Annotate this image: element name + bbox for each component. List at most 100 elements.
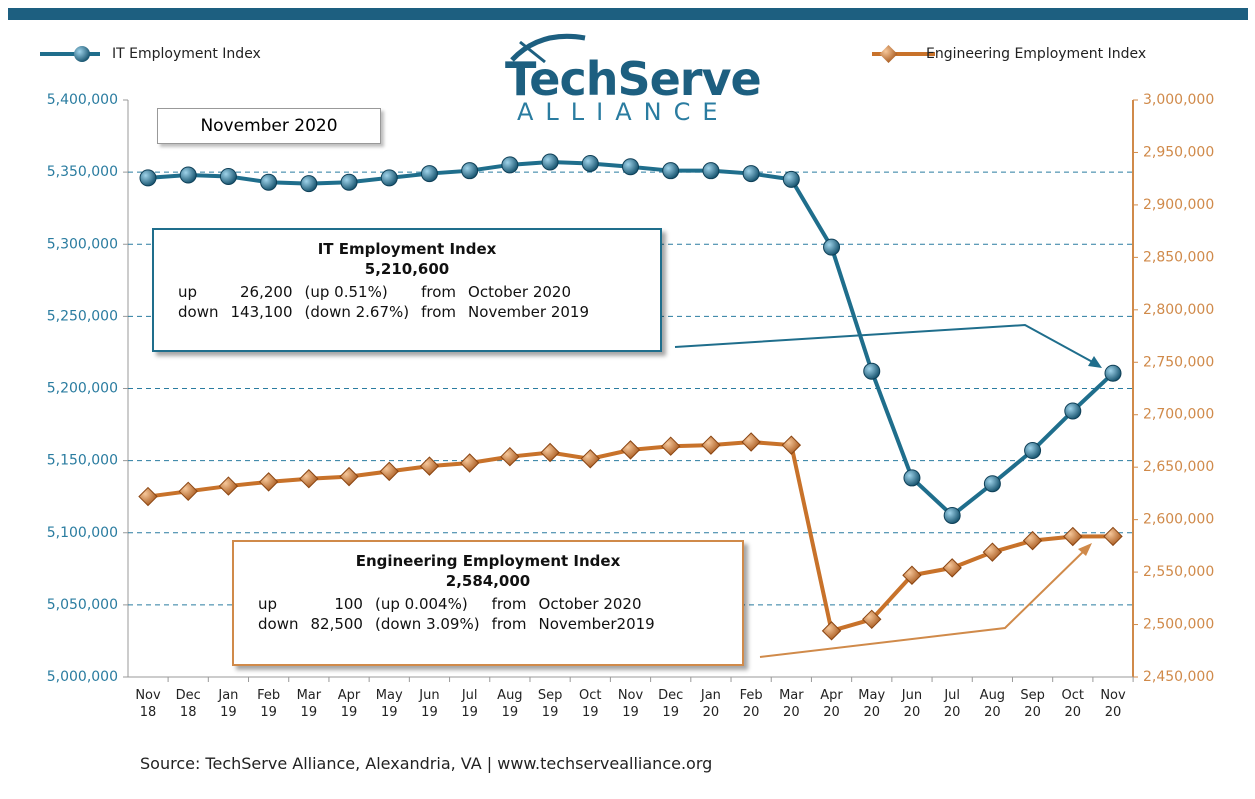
- annotation-arrow: [674, 323, 1099, 366]
- y2-tick-label: 3,000,000: [1143, 92, 1214, 108]
- date-label: November 2020: [157, 108, 381, 144]
- marker: [541, 153, 559, 171]
- marker: [662, 162, 680, 180]
- marker: [219, 167, 237, 185]
- marker: [178, 481, 198, 502]
- annotation-cell: from: [421, 303, 457, 321]
- marker: [620, 440, 641, 460]
- marker: [340, 173, 358, 191]
- annotation-row: up 26,200 (up 0.51%) from October 2020: [172, 282, 595, 302]
- annotation-cell: (down 2.67%): [304, 303, 410, 321]
- marker: [943, 506, 961, 524]
- x-tick-label: Mar 19: [296, 688, 322, 720]
- marker: [983, 475, 1001, 493]
- marker: [540, 442, 560, 463]
- x-tick-label: Jan 20: [700, 688, 721, 720]
- annotation-cell: (down 3.09%): [374, 615, 480, 633]
- marker: [419, 456, 440, 476]
- marker: [782, 170, 800, 188]
- marker: [218, 476, 239, 496]
- y-tick-label: 5,200,000: [47, 381, 118, 397]
- annotation-row: down 143,100 (down 2.67%) from November 2019: [172, 302, 595, 322]
- x-tick-label: Aug 19: [497, 688, 523, 720]
- x-tick-label: Dec 19: [658, 688, 684, 720]
- x-tick-label: Oct 20: [1061, 688, 1085, 720]
- y-tick-label: 5,250,000: [47, 308, 118, 324]
- marker: [862, 609, 882, 630]
- x-tick-label: Apr 20: [820, 688, 843, 720]
- x-tick-label: Jan 19: [218, 688, 239, 720]
- x-tick-label: Sep 19: [537, 688, 563, 720]
- y2-tick-label: 2,700,000: [1143, 407, 1214, 423]
- x-tick-label: Dec 18: [175, 688, 201, 720]
- x-tick-label: Oct 19: [579, 688, 602, 720]
- y2-tick-label: 2,800,000: [1143, 302, 1214, 318]
- marker: [461, 162, 479, 180]
- x-tick-label: Mar 20: [779, 688, 804, 720]
- annotation-cell: down: [178, 303, 219, 321]
- marker: [339, 466, 359, 487]
- annotation-cell: from: [491, 595, 527, 613]
- x-tick-label: Nov 19: [617, 688, 644, 720]
- marker: [1022, 530, 1043, 551]
- arrow-head: [1078, 543, 1092, 556]
- x-tick-label: Nov 20: [1100, 688, 1126, 720]
- marker: [622, 158, 639, 176]
- marker: [741, 432, 761, 452]
- x-tick-label: Jul 19: [461, 688, 478, 720]
- marker: [823, 238, 841, 256]
- y2-tick-label: 2,500,000: [1143, 617, 1214, 633]
- marker: [459, 453, 480, 473]
- annotation-value: 2,584,000: [445, 572, 531, 590]
- annotation-cell: (up 0.004%): [374, 595, 468, 613]
- annotation-cell: October 2020: [468, 283, 572, 301]
- legend-label: Engineering Employment Index: [926, 46, 1146, 62]
- marker: [138, 486, 158, 507]
- marker: [420, 165, 438, 183]
- marker: [299, 469, 319, 489]
- annotation-cell: from: [421, 283, 457, 301]
- marker: [300, 175, 318, 193]
- annotation-cell: from: [491, 615, 527, 633]
- annotation-cell: November 2019: [468, 303, 590, 321]
- y-tick-label: 5,150,000: [47, 453, 118, 469]
- y2-tick-label: 2,750,000: [1143, 354, 1214, 370]
- y-tick-label: 5,050,000: [47, 597, 118, 613]
- y2-tick-label: 2,450,000: [1143, 669, 1214, 685]
- annotation-cell: down: [258, 615, 299, 633]
- marker: [1024, 442, 1042, 460]
- marker: [139, 169, 157, 187]
- annotation-table: up 100 (up 0.004%) from October 2020 down 82,5…: [252, 594, 661, 634]
- annotation-row: down 82,500 (down 3.09%) from November2019: [252, 614, 661, 634]
- marker: [863, 362, 881, 380]
- y2-tick-label: 2,600,000: [1143, 512, 1214, 528]
- y-tick-label: 5,350,000: [47, 164, 118, 180]
- x-tick-label: Feb 20: [739, 688, 763, 720]
- annotation-cell: up: [178, 283, 198, 301]
- logo-tagline: ALLIANCE: [517, 98, 730, 126]
- marker: [1063, 526, 1083, 547]
- marker: [179, 166, 197, 184]
- annotation-cell: 100: [334, 595, 363, 613]
- annotation-title: Engineering Employment Index: [355, 552, 621, 570]
- source: Source: TechServe Alliance, Alexandria, …: [140, 754, 713, 773]
- y-tick-label: 5,000,000: [47, 669, 118, 685]
- marker: [1103, 526, 1123, 547]
- marker: [258, 472, 279, 492]
- marker: [661, 436, 681, 456]
- marker: [742, 165, 760, 183]
- annotation-cell: (up 0.51%): [304, 283, 388, 301]
- arrow-head: [1088, 356, 1102, 368]
- logo-swoosh: [519, 40, 546, 64]
- x-tick-label: May 19: [375, 688, 403, 720]
- marker: [902, 565, 922, 585]
- annotation-value: 5,210,600: [364, 260, 450, 278]
- annotation-cell: 143,100: [230, 303, 293, 321]
- marker: [701, 435, 721, 455]
- annotation-cell: November2019: [538, 615, 655, 633]
- logo-name: TechServe: [505, 52, 762, 106]
- marker: [260, 173, 278, 191]
- annotation-box: Engineering Employment Index 2,584,000 up 1…: [232, 540, 744, 666]
